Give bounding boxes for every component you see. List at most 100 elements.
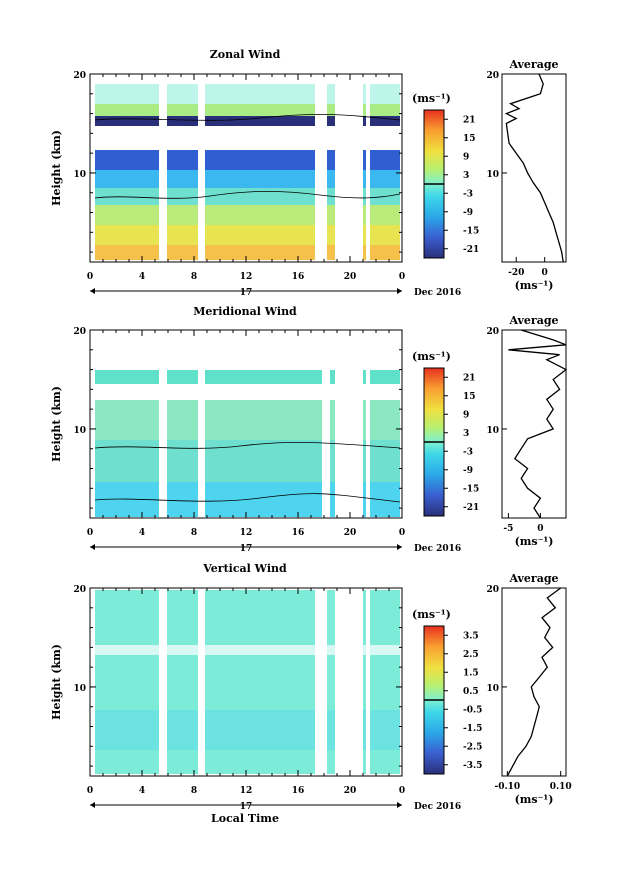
colorbar-tick-label: 0.5 <box>463 687 479 697</box>
meridional-wind-average-profile: Average 10 20 -5 0(ms⁻¹) <box>486 314 568 548</box>
vertical-wind-colorbar: (ms⁻¹) 3.5 2.5 1.5 0.5 -0.5 -1.5 -2.5 -3.5 <box>412 608 482 775</box>
y-tick-label: 10 <box>73 170 86 180</box>
profile-title: Average <box>508 314 558 327</box>
profile-y-tick-label: 10 <box>486 426 499 436</box>
vertical-wind-title: Vertical Wind <box>202 562 287 575</box>
y-tick-label: 20 <box>73 327 86 337</box>
data-gap <box>198 330 205 518</box>
zonal-wind-colorbar: (ms⁻¹) 21 15 9 3 -3 -9 -15 -21 <box>412 92 479 259</box>
y-tick-label: 20 <box>73 585 86 595</box>
colorbar-tick-label: -9 <box>463 466 473 476</box>
x-tick-label: 20 <box>344 272 357 282</box>
profile-line <box>504 73 564 263</box>
x-tick-label: 0 <box>399 528 405 538</box>
data-gap <box>159 588 167 776</box>
contour-line <box>94 441 401 449</box>
profile-line <box>508 329 568 519</box>
colorbar-tick-label: 15 <box>463 134 476 144</box>
data-gap <box>322 330 330 518</box>
colorbar-tick-label: -15 <box>463 484 479 494</box>
zonal-wind-average-profile: Average 10 20 -20 0(ms⁻¹) <box>486 58 567 292</box>
y-tick-label: 10 <box>73 426 86 436</box>
arrow-right-icon <box>397 544 402 550</box>
profile-y-tick-label: 20 <box>486 327 499 337</box>
x-tick-label: 16 <box>292 528 305 538</box>
profile-y-tick-label: 20 <box>486 71 499 81</box>
colorbar-tick-label: -3 <box>463 447 473 457</box>
profile-y-tick-label: 20 <box>486 585 499 595</box>
colorbar-tick-label: 15 <box>463 392 476 402</box>
day-label: 17 <box>240 288 253 298</box>
x-tick-label: 8 <box>191 786 197 796</box>
colorbar-tick-label: -2.5 <box>463 742 482 752</box>
x-tick-label: 0 <box>87 786 93 796</box>
colorbar-tick-label: 21 <box>463 373 476 383</box>
data-gap <box>366 330 370 518</box>
arrow-left-icon <box>90 544 95 550</box>
zonal-wind-title: Zonal Wind <box>210 48 281 61</box>
colorbar-tick-label: 2.5 <box>463 650 479 660</box>
profile-x-label: (ms⁻¹) <box>515 279 554 292</box>
arrow-left-icon <box>90 802 95 808</box>
data-gap <box>159 74 167 262</box>
profile-x-label: (ms⁻¹) <box>515 535 554 548</box>
x-tick-label: 0 <box>399 786 405 796</box>
colorbar-tick-label: -0.5 <box>463 705 482 715</box>
colorbar-unit: (ms⁻¹) <box>412 92 451 105</box>
x-tick-label: 12 <box>240 272 253 282</box>
colorbar-tick-label: 21 <box>463 115 476 125</box>
vertical-wind-heatmap <box>90 588 402 776</box>
colorbar-tick-label: -3.5 <box>463 761 482 771</box>
x-tick-label: 0 <box>399 272 405 282</box>
x-tick-label: 4 <box>139 786 145 796</box>
date-label: Dec 2016 <box>414 288 461 298</box>
profile-x-tick-label: -20 <box>508 268 524 278</box>
profile-x-tick-label: 0.10 <box>550 782 572 792</box>
day-label: 17 <box>240 544 253 554</box>
profile-frame <box>501 329 567 519</box>
y-tick-label: 10 <box>73 684 86 694</box>
zonal-wind-panel: Zonal Wind 0 4 8 12 16 20 0 10 20 Height (km) 17 De… <box>50 48 567 298</box>
profile-title: Average <box>508 572 558 585</box>
data-gap <box>198 74 205 262</box>
profile-x-tick-label: 0 <box>537 524 543 534</box>
contour-line <box>94 113 401 121</box>
colorbar-tick-label: 1.5 <box>463 668 479 678</box>
x-axis-label: Local Time <box>211 812 279 825</box>
day-label: 17 <box>240 802 253 812</box>
colorbar-tick-label: 3 <box>463 171 469 181</box>
data-gap <box>315 588 327 776</box>
y-axis-label: Height (km) <box>50 644 63 720</box>
date-label: Dec 2016 <box>414 802 461 812</box>
colorbar-tick-label: 3.5 <box>463 631 479 641</box>
profile-y-tick-label: 10 <box>486 170 499 180</box>
heatmap-sparse-band <box>95 645 400 655</box>
x-tick-label: 20 <box>344 786 357 796</box>
profile-frame <box>501 587 567 777</box>
colorbar-unit: (ms⁻¹) <box>412 350 451 363</box>
colorbar-tick-label: 9 <box>463 410 469 420</box>
zonal-wind-axes: 0 4 8 12 16 20 0 10 20 Height (km) 17 Dec 2016 <box>50 71 461 298</box>
x-tick-label: 4 <box>139 528 145 538</box>
colorbar-tick-label: -21 <box>463 503 479 513</box>
colorbar-tick-label: -15 <box>463 226 479 236</box>
colorbar-tick-label: -21 <box>463 245 479 255</box>
arrow-right-icon <box>397 802 402 808</box>
y-axis-label: Height (km) <box>50 386 63 462</box>
data-gap <box>366 588 370 776</box>
profile-frame <box>501 73 567 263</box>
colorbar-tick-label: 3 <box>463 429 469 439</box>
data-gap <box>315 74 327 262</box>
data-gap <box>198 588 205 776</box>
x-tick-label: 8 <box>191 272 197 282</box>
profile-x-label: (ms⁻¹) <box>515 793 554 806</box>
colorbar-tick-label: 9 <box>463 152 469 162</box>
colorbar-tick-label: -3 <box>463 189 473 199</box>
meridional-wind-title: Meridional Wind <box>193 305 297 318</box>
date-label: Dec 2016 <box>414 544 461 554</box>
x-tick-label: 8 <box>191 528 197 538</box>
x-tick-label: 16 <box>292 786 305 796</box>
x-tick-label: 0 <box>87 272 93 282</box>
data-gap <box>366 74 370 262</box>
heatmap-band-tropopause <box>95 116 400 126</box>
